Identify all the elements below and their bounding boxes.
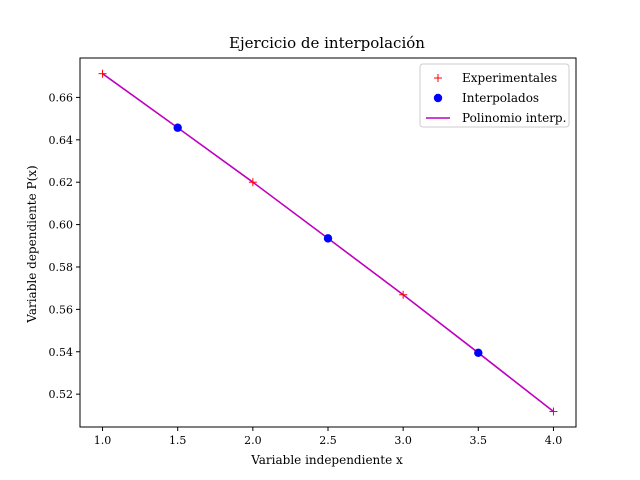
- y-tick-label: 0.60: [49, 219, 74, 232]
- y-tick-label: 0.58: [49, 261, 74, 274]
- point-interpolado: [323, 234, 333, 243]
- x-tick-label: 2.0: [244, 434, 262, 447]
- point-experimental: [98, 69, 107, 78]
- y-tick-label: 0.62: [49, 176, 74, 189]
- x-tick-label: 2.5: [319, 434, 337, 447]
- x-tick-label: 1.0: [94, 434, 112, 447]
- y-tick-label: 0.54: [49, 346, 74, 359]
- y-axis-ticks: 0.52 0.54 0.56 0.58 0.60 0.62 0.64 0.66: [49, 91, 80, 401]
- x-tick-label: 1.5: [169, 434, 187, 447]
- x-tick-label: 3.5: [470, 434, 488, 447]
- point-experimental: [399, 290, 408, 299]
- plot-area: [98, 69, 558, 416]
- y-tick-label: 0.56: [49, 303, 74, 316]
- legend-label: Polinomio interp.: [462, 111, 566, 125]
- legend-label: Interpolados: [462, 91, 539, 105]
- legend-box: [419, 63, 570, 128]
- legend-circle-marker: [433, 93, 443, 103]
- legend-entry: Polinomio interp.: [426, 111, 566, 125]
- point-interpolado: [173, 123, 182, 132]
- point-experimental: [248, 178, 257, 187]
- y-tick-label: 0.52: [49, 388, 74, 401]
- y-axis-label: Variable dependiente P(x): [25, 165, 39, 323]
- y-tick-label: 0.64: [49, 134, 74, 147]
- point-interpolado: [474, 348, 483, 358]
- legend-label: Experimentales: [462, 71, 557, 85]
- x-tick-label: 4.0: [545, 434, 563, 447]
- legend-entry: Interpolados: [433, 91, 539, 105]
- chart-title: Ejercicio de interpolación: [229, 34, 425, 52]
- y-tick-label: 0.66: [49, 91, 74, 104]
- legend-entry: Experimentales: [434, 71, 557, 85]
- point-experimental: [549, 407, 558, 416]
- legend: Experimentales Interpolados Polinomio inte…: [419, 63, 570, 128]
- x-axis-label: Variable independiente x: [250, 453, 403, 467]
- x-axis-ticks: 1.0 1.5 2.0 2.5 3.0 3.5 4.0: [94, 427, 562, 447]
- x-tick-label: 3.0: [394, 434, 412, 447]
